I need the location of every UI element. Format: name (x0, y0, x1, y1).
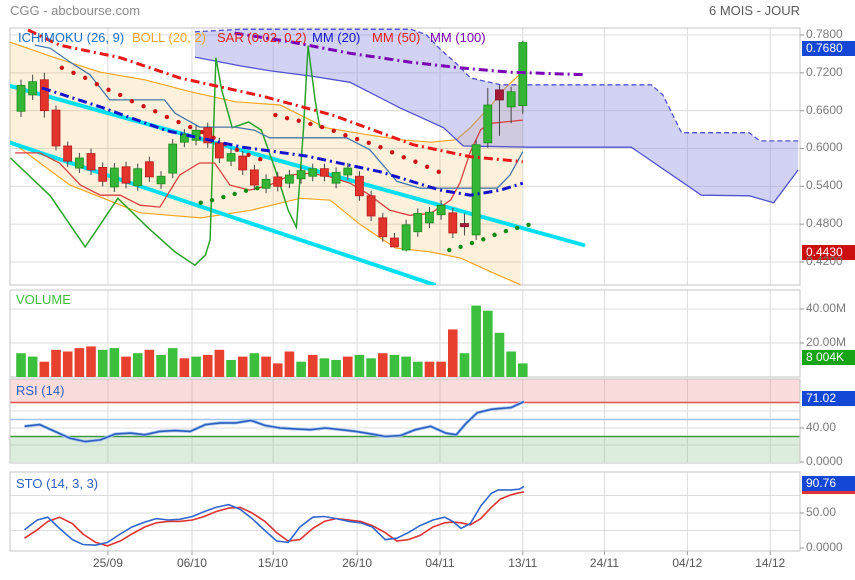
senkou-b (194, 56, 799, 204)
price_ticks-tick: 0.5400 (806, 178, 843, 193)
volume_ticks-tick: 40.00M (806, 301, 847, 315)
sto-value-badge: 90.76 (802, 476, 855, 491)
sto-badge-underline (802, 491, 855, 494)
sto_ticks-tick: 50.00 (806, 505, 837, 519)
instrument-title: CGG - abcbourse.com (10, 3, 141, 18)
rsi-line (24, 400, 525, 443)
bollinger-lower (10, 140, 521, 285)
volume_ticks-tick: 20.00M (806, 335, 847, 349)
rsi-value-badge: 71.02 (802, 391, 855, 406)
date-tick: 24/11 (589, 556, 620, 570)
legend-item-4: MM (50) (372, 30, 421, 45)
sto-series (24, 485, 525, 547)
price_ticks-tick: 0.7800 (806, 27, 843, 41)
last-price-badge: 0.7680 (802, 41, 855, 56)
legend-item-3: MM (20) (312, 30, 361, 45)
sto-d-line (24, 491, 525, 547)
legend-item-2: SAR (0.02, 0.2) (217, 30, 307, 45)
date-tick: 25/09 (92, 556, 123, 570)
date-tick: 06/10 (176, 556, 207, 570)
last-volume-badge: 8 004K (802, 350, 855, 365)
price_ticks-tick: 0.4200 (806, 253, 843, 268)
legend-item-0: ICHIMOKU (26, 9) (18, 30, 125, 45)
price_ticks-tick: 0.6600 (806, 102, 843, 117)
date-tick: 26/10 (342, 556, 373, 570)
date-tick: 04/11 (425, 556, 455, 570)
volume-series (16, 305, 528, 377)
sto_ticks-tick: 0.0000 (806, 540, 843, 554)
date-tick: 14/12 (755, 556, 786, 570)
rsi_ticks-tick: 40.00 (806, 420, 837, 434)
period-label: 6 MOIS - JOUR (708, 3, 800, 18)
legend-item-1: BOLL (20, 2) (132, 30, 206, 45)
legend-item-5: MM (100) (430, 30, 486, 45)
rsi_ticks-tick: 0.0000 (806, 454, 843, 468)
bollinger-band-fill (10, 42, 524, 285)
mm50-line (27, 28, 523, 164)
price_ticks-tick: 0.4800 (806, 216, 843, 231)
date-tick: 13/11 (508, 556, 538, 570)
sto-panel-label: STO (14, 3, 3) (16, 476, 99, 491)
ichimoku-cloud (194, 29, 799, 203)
price-panel (10, 28, 799, 285)
rsi-zones (10, 379, 800, 462)
rsi-panel-label: RSI (14) (16, 383, 65, 398)
date-tick: 15/10 (258, 556, 289, 570)
period-low-badge: 0.4430 (802, 245, 855, 260)
trend-line-0 (10, 84, 586, 247)
date-tick: 04/12 (672, 556, 703, 570)
kijun-sen (34, 44, 524, 189)
sto-k-line (24, 485, 525, 547)
price_ticks-tick: 0.7200 (806, 64, 843, 79)
mm20-line (41, 86, 524, 197)
price_ticks-tick: 0.6000 (806, 140, 843, 155)
bollinger-upper (10, 41, 525, 143)
senkou-a (194, 28, 799, 142)
volume-panel-label: VOLUME (16, 292, 71, 307)
rsi-series (24, 400, 525, 444)
right-price-axis: 0.7680 0.4430 8 004K 71.02 90.76 0.7800 0… (802, 0, 855, 580)
date-axis: 25/09 06/10 15/10 26/10 04/11 13/11 24/11 04/12… (0, 556, 855, 574)
indicator-legend: ICHIMOKU (26, 9) BOLL (20, 2) SAR (0.02, 0… (0, 30, 800, 46)
mm100-line (234, 31, 585, 77)
chikou-span (10, 45, 321, 267)
